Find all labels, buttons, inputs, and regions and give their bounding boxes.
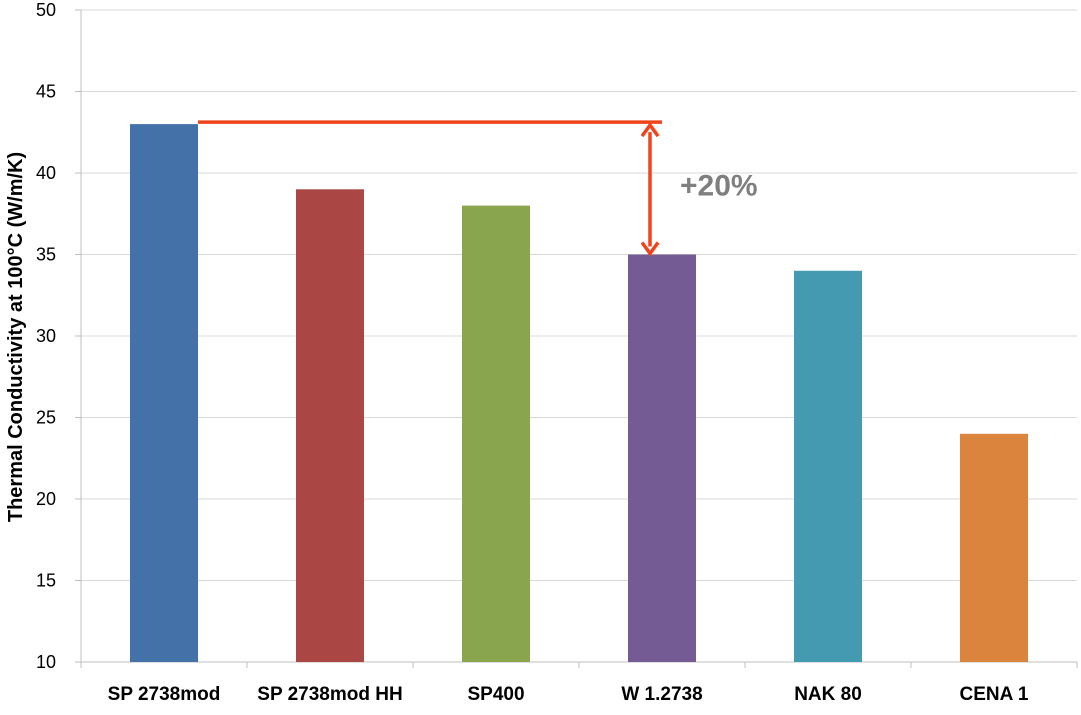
y-tick-labels: 10 15 20 25 30 35 40 45 50 xyxy=(36,0,56,672)
bar xyxy=(628,254,696,662)
y-tick-label: 25 xyxy=(36,408,56,428)
bar xyxy=(462,205,530,662)
y-tick-label: 35 xyxy=(36,245,56,265)
annotation-arrowhead-up xyxy=(640,122,660,138)
y-tick-label: 45 xyxy=(36,82,56,102)
bar xyxy=(296,189,364,663)
gridlines xyxy=(81,9,1077,581)
annotation: +20% xyxy=(198,120,758,257)
bars xyxy=(130,124,1028,663)
x-category-label: W 1.2738 xyxy=(621,684,702,705)
y-tick-label: 30 xyxy=(36,326,56,346)
y-axis-label: Thermal Conductivity at 100°C (W/m/K) xyxy=(5,152,27,522)
annotation-label: +20% xyxy=(680,169,758,202)
axes xyxy=(75,9,1078,668)
x-category-labels: SP 2738mod SP 2738mod HH SP400 W 1.2738 NAK … xyxy=(108,684,1029,705)
bar xyxy=(960,433,1028,662)
annotation-arrowhead-down xyxy=(640,241,660,257)
y-tick-label: 20 xyxy=(36,489,56,509)
x-category-label: SP400 xyxy=(467,684,524,705)
x-category-label: NAK 80 xyxy=(794,684,862,705)
x-category-label: SP 2738mod xyxy=(108,684,221,705)
y-tick-label: 50 xyxy=(36,0,56,20)
bar xyxy=(130,124,198,663)
x-category-label: CENA 1 xyxy=(960,684,1029,705)
x-category-label: SP 2738mod HH xyxy=(257,684,402,705)
bar xyxy=(794,270,862,662)
y-tick-label: 10 xyxy=(36,652,56,672)
y-tick-label: 15 xyxy=(36,571,56,591)
y-tick-label: 40 xyxy=(36,163,56,183)
